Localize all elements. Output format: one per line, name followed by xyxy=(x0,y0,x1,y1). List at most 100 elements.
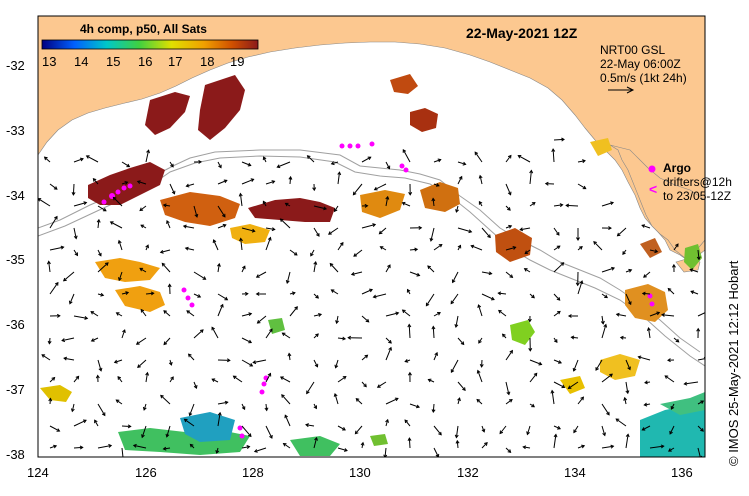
current-arrow-head xyxy=(474,151,479,156)
current-arrow-head xyxy=(625,433,630,438)
current-arrow-head xyxy=(388,346,392,351)
current-arrow xyxy=(240,238,243,251)
current-arrow xyxy=(217,224,226,229)
current-arrow-head xyxy=(279,376,284,380)
current-arrow xyxy=(160,249,171,253)
current-arrow-head xyxy=(386,165,391,170)
current-arrow xyxy=(505,271,513,278)
current-arrow xyxy=(211,378,219,383)
current-arrow-head xyxy=(623,396,628,401)
current-arrow xyxy=(553,311,561,317)
current-arrow xyxy=(684,381,699,385)
current-arrow xyxy=(217,263,220,273)
current-arrow xyxy=(479,175,483,185)
current-arrow xyxy=(329,263,339,273)
current-arrow-head xyxy=(416,272,421,277)
current-arrow-head xyxy=(168,361,173,366)
current-arrow-head xyxy=(82,419,87,424)
current-arrow xyxy=(313,293,319,299)
current-arrow-head xyxy=(565,203,570,208)
current-arrow-head xyxy=(580,396,585,401)
current-arrow xyxy=(577,183,586,190)
current-arrow-head xyxy=(141,434,145,439)
current-arrow xyxy=(505,381,510,395)
current-arrow xyxy=(593,241,603,251)
current-arrow-head xyxy=(329,262,334,267)
current-arrow xyxy=(211,327,219,339)
current-arrow-head xyxy=(247,162,252,167)
current-arrow xyxy=(571,336,579,339)
current-arrow xyxy=(139,205,147,211)
current-arrow xyxy=(673,243,679,251)
current-arrow xyxy=(518,155,531,163)
current-arrow-head xyxy=(507,449,512,453)
current-arrow-head xyxy=(264,407,269,412)
current-arrow-head xyxy=(660,444,665,449)
lon-tick: 134 xyxy=(564,465,586,480)
current-arrow-head xyxy=(561,137,565,142)
current-arrow xyxy=(361,315,370,323)
current-arrow-head xyxy=(656,311,661,316)
current-arrow-head xyxy=(250,178,255,182)
current-arrow-head xyxy=(579,245,583,250)
lat-tick: -36 xyxy=(6,317,25,332)
current-arrow-head xyxy=(468,229,473,234)
current-arrow-head xyxy=(512,246,517,250)
current-arrow-head xyxy=(625,390,630,395)
current-arrow-head xyxy=(508,399,513,403)
current-arrow-head xyxy=(162,203,167,208)
current-arrow xyxy=(90,311,99,317)
current-arrow xyxy=(161,263,171,273)
current-arrow-head xyxy=(395,311,400,316)
current-arrow-head xyxy=(248,339,253,344)
current-arrow-head xyxy=(100,292,105,297)
current-arrow xyxy=(573,359,579,372)
current-arrow-head xyxy=(41,354,46,358)
current-arrow xyxy=(553,227,560,236)
current-arrow xyxy=(121,181,128,185)
current-arrow-head xyxy=(54,215,58,220)
current-arrow xyxy=(520,227,531,231)
current-arrow xyxy=(529,359,542,365)
current-arrow xyxy=(457,176,463,185)
current-arrow-head xyxy=(330,161,335,166)
current-arrow xyxy=(254,447,267,453)
current-arrow xyxy=(48,261,51,273)
current-arrow xyxy=(282,332,291,339)
current-arrow-head xyxy=(267,372,272,377)
current-arrow-head xyxy=(689,268,694,273)
current-arrow-head xyxy=(137,364,141,369)
current-arrow-head xyxy=(163,310,167,314)
current-arrow-head xyxy=(118,277,122,282)
lat-tick: -32 xyxy=(6,58,25,73)
current-arrow-head xyxy=(224,400,229,405)
current-arrow-head xyxy=(643,274,647,278)
current-arrow-head xyxy=(407,371,412,376)
current-arrow-head xyxy=(122,329,126,334)
current-arrow xyxy=(163,310,171,317)
current-arrow xyxy=(498,310,507,317)
current-arrow-head xyxy=(522,445,527,450)
current-arrow xyxy=(638,356,651,361)
current-arrow-head xyxy=(305,423,309,428)
current-arrow-head xyxy=(524,250,529,255)
current-arrow-head xyxy=(60,245,65,250)
current-arrow xyxy=(690,290,699,295)
current-arrow xyxy=(69,293,75,304)
current-arrow-head xyxy=(68,300,73,305)
current-arrow xyxy=(361,156,371,163)
current-arrow-head xyxy=(507,191,512,196)
current-arrow-head xyxy=(579,280,584,285)
current-arrow xyxy=(265,328,273,339)
current-arrow xyxy=(450,359,459,373)
current-arrow xyxy=(217,179,227,185)
current-arrow-head xyxy=(342,336,347,341)
current-arrow-head xyxy=(435,183,440,187)
map-title: 22-May-2021 12Z xyxy=(466,25,578,41)
current-arrow xyxy=(188,353,195,361)
current-arrow-head xyxy=(101,412,106,417)
current-arrow-head xyxy=(407,323,412,328)
current-arrow xyxy=(163,204,171,207)
current-arrow xyxy=(73,419,87,427)
current-arrow-head xyxy=(247,433,252,438)
